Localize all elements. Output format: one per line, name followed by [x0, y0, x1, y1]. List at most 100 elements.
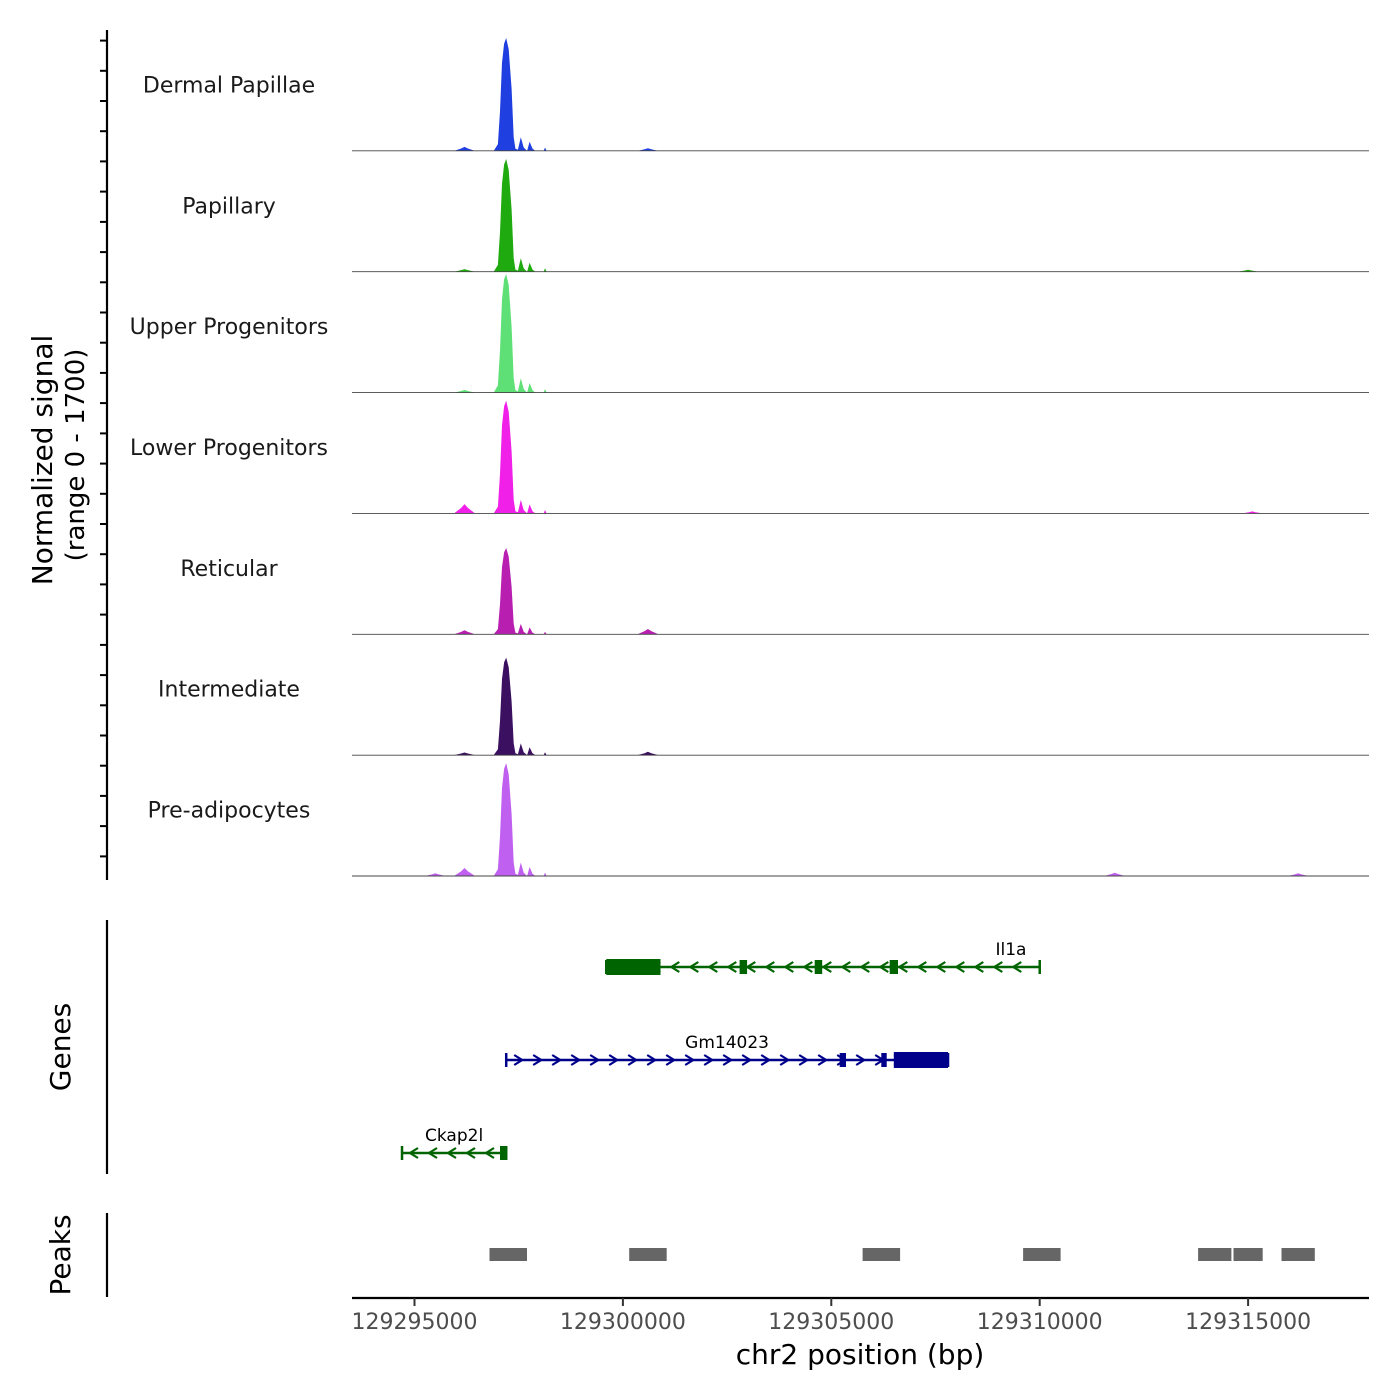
track-label: Intermediate [158, 678, 300, 703]
strand-arrow [722, 1054, 734, 1066]
strand-arrow [669, 961, 680, 973]
strand-arrow [783, 961, 794, 973]
x-tick-label: 129305000 [768, 1310, 894, 1335]
gene-model: Ckap2l [400, 1126, 508, 1160]
strand-arrow [916, 961, 927, 973]
gene-exon [606, 959, 661, 975]
coverage-track: Pre-adipocytes [148, 763, 1369, 877]
strand-arrow [855, 1054, 867, 1066]
strand-arrow [764, 961, 775, 973]
strand-arrow [464, 1147, 476, 1159]
strand-arrow [840, 961, 851, 973]
y-axis-title-range: (range 0 - 1700) [61, 349, 91, 562]
track-label: Lower Progenitors [130, 436, 328, 461]
track-label: Dermal Papillae [143, 73, 315, 98]
track-label: Reticular [180, 557, 278, 582]
gene-exon [893, 1052, 948, 1068]
gene-exon [814, 960, 823, 974]
strand-arrow [608, 1054, 620, 1066]
strand-arrow [817, 1054, 829, 1066]
x-tick-label: 129295000 [352, 1310, 478, 1335]
gene-model: Il1a [605, 940, 1041, 975]
strand-arrow [802, 961, 813, 973]
strand-arrow [570, 1054, 582, 1066]
gene-exon [839, 1053, 846, 1067]
coverage-track: Lower Progenitors [130, 400, 1369, 514]
coverage-area [352, 274, 1369, 393]
strand-arrow [745, 961, 756, 973]
gene-name: Gm14023 [685, 1033, 769, 1053]
y-axis-title: Normalized signal [26, 335, 59, 586]
coverage-track: Dermal Papillae [143, 38, 1369, 152]
peak-block [629, 1248, 667, 1261]
strand-arrow [897, 961, 908, 973]
track-label: Upper Progenitors [130, 315, 329, 340]
strand-arrow [726, 961, 737, 973]
gene-annotations: Il1a Gm14023 Ckap2l [400, 940, 1041, 1160]
coverage-track: Reticular [180, 548, 1369, 635]
track-label: Papillary [182, 194, 276, 219]
gene-exon [881, 1053, 887, 1067]
strand-arrow [935, 961, 946, 973]
strand-arrow [426, 1147, 438, 1159]
coverage-tracks: Dermal Papillae Papillary Upper Progenitor… [130, 38, 1369, 877]
strand-arrow [513, 1054, 525, 1066]
gene-exon [500, 1146, 507, 1160]
strand-arrow [878, 961, 889, 973]
strand-arrow [551, 1054, 563, 1066]
gene-exon [889, 960, 898, 974]
peaks-panel-label: Peaks [44, 1214, 77, 1295]
strand-arrow [589, 1054, 601, 1066]
peak-block [1281, 1248, 1315, 1261]
coverage-track: Intermediate [158, 657, 1369, 756]
coverage-area [352, 400, 1369, 514]
coverage-area [352, 548, 1369, 635]
strand-arrow [646, 1054, 658, 1066]
strand-arrow [973, 961, 984, 973]
coverage-area [352, 158, 1369, 272]
strand-arrow [684, 1054, 696, 1066]
x-tick-label: 129315000 [1185, 1310, 1311, 1335]
peak-block [1233, 1248, 1263, 1261]
strand-arrow [1011, 961, 1022, 973]
x-axis-title: chr2 position (bp) [736, 1338, 985, 1371]
strand-arrow [627, 1054, 639, 1066]
coverage-area [352, 763, 1369, 876]
gene-model: Gm14023 [504, 1033, 950, 1068]
gene-name: Ckap2l [425, 1126, 483, 1146]
peak-block [489, 1248, 527, 1261]
x-tick-label: 129310000 [977, 1310, 1103, 1335]
strand-arrow [483, 1147, 495, 1159]
peak-block [1023, 1248, 1061, 1261]
strand-arrow [954, 961, 965, 973]
peak-regions [489, 1248, 1315, 1261]
coverage-y-ticks [100, 39, 107, 858]
strand-arrow [992, 961, 1003, 973]
strand-arrow [688, 961, 699, 973]
coverage-area [352, 38, 1369, 151]
strand-arrow [665, 1054, 677, 1066]
gene-name: Il1a [996, 940, 1027, 960]
strand-arrow [407, 1147, 419, 1159]
strand-arrow [798, 1054, 810, 1066]
strand-arrow [779, 1054, 791, 1066]
strand-arrow [741, 1054, 753, 1066]
peak-block [862, 1248, 901, 1261]
track-label: Pre-adipocytes [148, 799, 311, 824]
strand-arrow [760, 1054, 772, 1066]
x-axis-ticks: 129295000 129300000 129305000 129310000 1293… [352, 1298, 1311, 1335]
x-tick-label: 129300000 [560, 1310, 686, 1335]
gene-exon [739, 960, 748, 974]
strand-arrow [703, 1054, 715, 1066]
coverage-track: Papillary [182, 158, 1369, 273]
strand-arrow [445, 1147, 457, 1159]
strand-arrow [707, 961, 718, 973]
strand-arrow [532, 1054, 544, 1066]
coverage-track: Upper Progenitors [130, 274, 1369, 394]
strand-arrow [859, 961, 870, 973]
strand-arrow [821, 961, 832, 973]
coverage-area [352, 657, 1369, 756]
genes-panel-label: Genes [44, 1003, 77, 1091]
peak-block [1198, 1248, 1232, 1261]
